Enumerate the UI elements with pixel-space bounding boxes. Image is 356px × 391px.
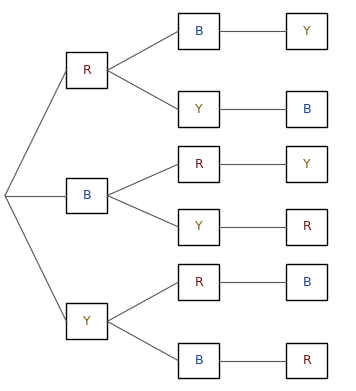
Bar	[286, 264, 328, 300]
Text: Y: Y	[83, 315, 91, 328]
Text: R: R	[303, 220, 311, 233]
Bar	[178, 209, 219, 245]
Text: Y: Y	[195, 103, 203, 116]
Text: R: R	[83, 64, 91, 77]
Text: B: B	[194, 354, 203, 367]
Text: B: B	[194, 25, 203, 38]
Bar	[66, 52, 108, 88]
Bar	[286, 146, 328, 182]
Text: R: R	[303, 354, 311, 367]
Bar	[286, 343, 328, 378]
Bar	[286, 209, 328, 245]
Text: R: R	[194, 158, 203, 171]
Text: B: B	[303, 103, 311, 116]
Bar	[178, 13, 219, 49]
Bar	[178, 343, 219, 378]
Text: Y: Y	[195, 220, 203, 233]
Text: Y: Y	[303, 158, 311, 171]
Bar	[178, 91, 219, 127]
Bar	[66, 178, 108, 213]
Bar	[286, 91, 328, 127]
Text: B: B	[303, 276, 311, 289]
Bar	[66, 303, 108, 339]
Text: B: B	[83, 189, 91, 202]
Text: Y: Y	[303, 25, 311, 38]
Bar	[286, 13, 328, 49]
Text: R: R	[194, 276, 203, 289]
Bar	[178, 264, 219, 300]
Bar	[178, 146, 219, 182]
